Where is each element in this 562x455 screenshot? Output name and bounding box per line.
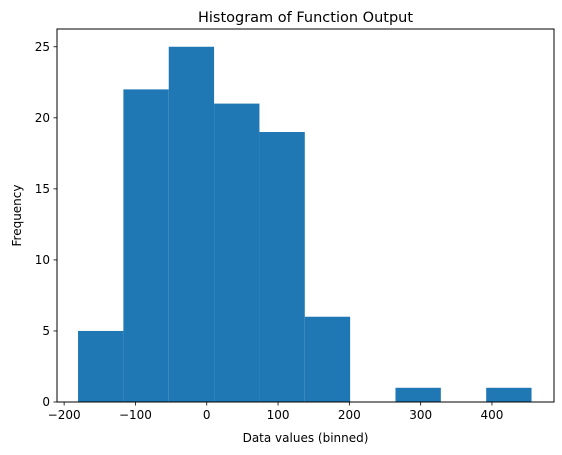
y-axis-label: Frequency	[10, 185, 24, 247]
histogram-bar-2	[168, 46, 215, 402]
histogram-bar-3	[214, 103, 260, 402]
y-tick-label: 5	[42, 324, 50, 338]
y-tick-label: 0	[42, 395, 50, 409]
x-tick-label: 400	[481, 408, 504, 422]
y-tick-label: 10	[35, 253, 50, 267]
chart-title: Histogram of Function Output	[198, 10, 413, 26]
histogram-bar-7	[395, 387, 441, 402]
histogram-bar-9	[486, 387, 532, 402]
bars-group	[78, 46, 532, 402]
x-tick-label: −100	[119, 408, 152, 422]
x-tick-label: −200	[48, 408, 81, 422]
x-axis-label: Data values (binned)	[243, 431, 369, 445]
plot-frame	[56, 28, 555, 403]
histogram-bar-1	[123, 89, 169, 402]
x-tick-label: 200	[338, 408, 361, 422]
y-axis-ticks: 0 5 10 15 20 25	[35, 40, 57, 409]
x-tick-label: 300	[409, 408, 432, 422]
histogram-bar-0	[78, 330, 124, 402]
histogram-bar-5	[304, 316, 351, 402]
x-tick-label: 100	[267, 408, 290, 422]
y-tick-label: 15	[35, 182, 50, 196]
y-tick-label: 20	[35, 111, 50, 125]
y-tick-label: 25	[35, 40, 50, 54]
histogram-bar-4	[259, 132, 305, 402]
x-axis-ticks: −200 −100 0 100 200 300 400	[48, 402, 504, 422]
x-tick-label: 0	[203, 408, 211, 422]
